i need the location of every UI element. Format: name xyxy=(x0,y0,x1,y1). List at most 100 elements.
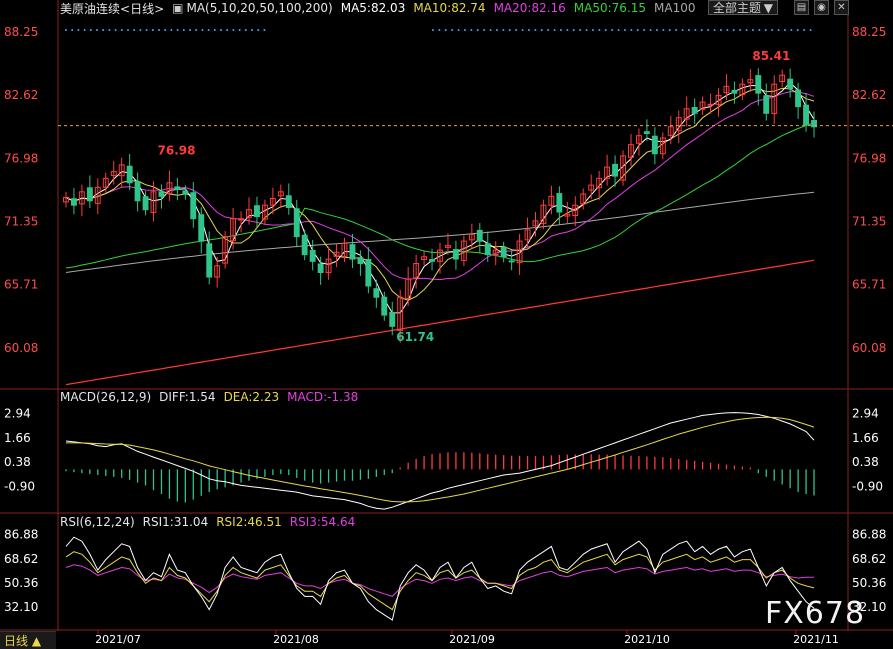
rsi-ytick-left: 86.88 xyxy=(4,528,38,542)
candle-body xyxy=(174,186,181,191)
dot-marker xyxy=(189,29,191,31)
price-ytick-left: 76.98 xyxy=(4,151,38,165)
dot-marker xyxy=(643,29,646,31)
dot-marker xyxy=(195,29,198,31)
dot-marker xyxy=(83,29,86,31)
dot-marker xyxy=(694,29,697,31)
candle-body xyxy=(763,95,770,114)
price-ytick-right: 71.35 xyxy=(852,215,886,229)
dot-marker xyxy=(752,29,754,31)
candle-body xyxy=(795,89,801,108)
candle-body xyxy=(397,296,404,331)
dot-marker xyxy=(251,29,253,31)
macd-indicator-bar: MACD(26,12,9) DIFF:1.54 DEA:2.23 MACD:-1… xyxy=(60,389,366,405)
rsi-ytick-left: 32.10 xyxy=(4,600,38,614)
dot-marker xyxy=(226,29,229,31)
candle-body xyxy=(580,193,587,205)
rsi-title: RSI(6,12,24) xyxy=(60,515,135,529)
candle-body xyxy=(643,131,650,134)
watermark-logo: FX678 xyxy=(765,596,866,631)
dot-marker xyxy=(534,29,537,31)
candle-body xyxy=(771,83,778,114)
dot-marker xyxy=(444,29,447,31)
dot-marker xyxy=(464,29,466,31)
candle-body xyxy=(691,107,698,114)
dot-marker xyxy=(114,29,117,31)
dot-marker xyxy=(604,29,607,31)
dot-marker xyxy=(764,29,767,31)
dot-marker xyxy=(263,29,266,31)
candle-body xyxy=(445,245,451,248)
candle-body xyxy=(659,137,666,155)
candle-body xyxy=(158,191,165,197)
price-ytick-right: 60.08 xyxy=(852,341,886,355)
candle-body xyxy=(325,258,332,274)
layout-icon[interactable]: ▤ xyxy=(794,0,809,15)
period-button[interactable]: 日线 ▲ xyxy=(0,631,56,649)
candle-body xyxy=(222,236,229,264)
rsi-ytick-right: 68.62 xyxy=(852,552,886,566)
settings-icon[interactable]: ◉ xyxy=(814,0,829,15)
ma-icon: ▣ xyxy=(172,1,184,15)
candle-body xyxy=(548,195,555,206)
dot-marker xyxy=(483,29,486,31)
candle-body xyxy=(747,79,754,84)
macd-diff: DIFF:1.54 xyxy=(159,390,216,404)
theme-select[interactable]: 全部主题 ▼ xyxy=(708,0,778,15)
chevron-down-icon: ▼ xyxy=(763,0,773,15)
ma10-value: MA10:82.74 xyxy=(413,1,486,15)
candle-body xyxy=(556,193,563,213)
dot-marker xyxy=(96,29,98,31)
annotation-low: 61.74 xyxy=(396,330,434,344)
candle-body xyxy=(102,177,109,188)
candle-body xyxy=(190,192,197,220)
rsi-ytick-right: 86.88 xyxy=(852,528,886,542)
dot-marker xyxy=(164,29,167,31)
dot-marker xyxy=(232,29,235,31)
close-icon[interactable]: ✕ xyxy=(834,0,849,15)
candle-body xyxy=(373,288,380,298)
candle-body xyxy=(341,242,348,257)
dot-marker xyxy=(139,29,142,31)
candle-body xyxy=(277,191,284,197)
ma100-line xyxy=(65,191,815,273)
ma5-value: MA5:82.03 xyxy=(340,1,406,15)
candle-body xyxy=(365,259,372,287)
candle-body xyxy=(86,187,93,202)
dot-marker xyxy=(592,29,594,31)
candle-body xyxy=(254,205,260,217)
candle-body xyxy=(230,218,237,242)
dot-marker xyxy=(758,29,761,31)
dot-marker xyxy=(796,29,799,31)
rsi-indicator-bar: RSI(6,12,24) RSI1:31.04 RSI2:46.51 RSI3:… xyxy=(60,514,363,530)
dot-marker xyxy=(489,29,492,31)
candle-body xyxy=(524,229,531,241)
candle-body xyxy=(508,260,515,263)
dot-marker xyxy=(649,29,652,31)
symbol-name: 美原油连续 xyxy=(60,1,121,16)
candle-body xyxy=(293,208,300,238)
price-ytick-left: 88.25 xyxy=(4,25,38,39)
rsi-ytick-left: 50.36 xyxy=(4,576,38,590)
dot-marker xyxy=(566,29,569,31)
candle-body xyxy=(126,165,133,184)
candle-body xyxy=(628,144,634,158)
macd-ytick-right: 1.66 xyxy=(852,431,879,445)
dot-marker xyxy=(145,29,148,31)
xaxis-label: 2021/09 xyxy=(449,633,495,646)
candle-body xyxy=(811,120,817,128)
dot-marker xyxy=(572,29,575,31)
candle-body xyxy=(731,89,738,94)
candle-body xyxy=(699,101,706,110)
dot-marker xyxy=(438,29,441,31)
candle-body xyxy=(238,218,245,221)
dot-marker xyxy=(553,29,556,31)
xaxis-label: 2021/11 xyxy=(793,633,839,646)
candle-body xyxy=(540,204,547,225)
dot-marker xyxy=(220,29,222,31)
dot-marker xyxy=(700,29,703,31)
candle-body xyxy=(636,135,642,144)
dot-marker xyxy=(579,29,582,31)
dot-marker xyxy=(508,29,511,31)
